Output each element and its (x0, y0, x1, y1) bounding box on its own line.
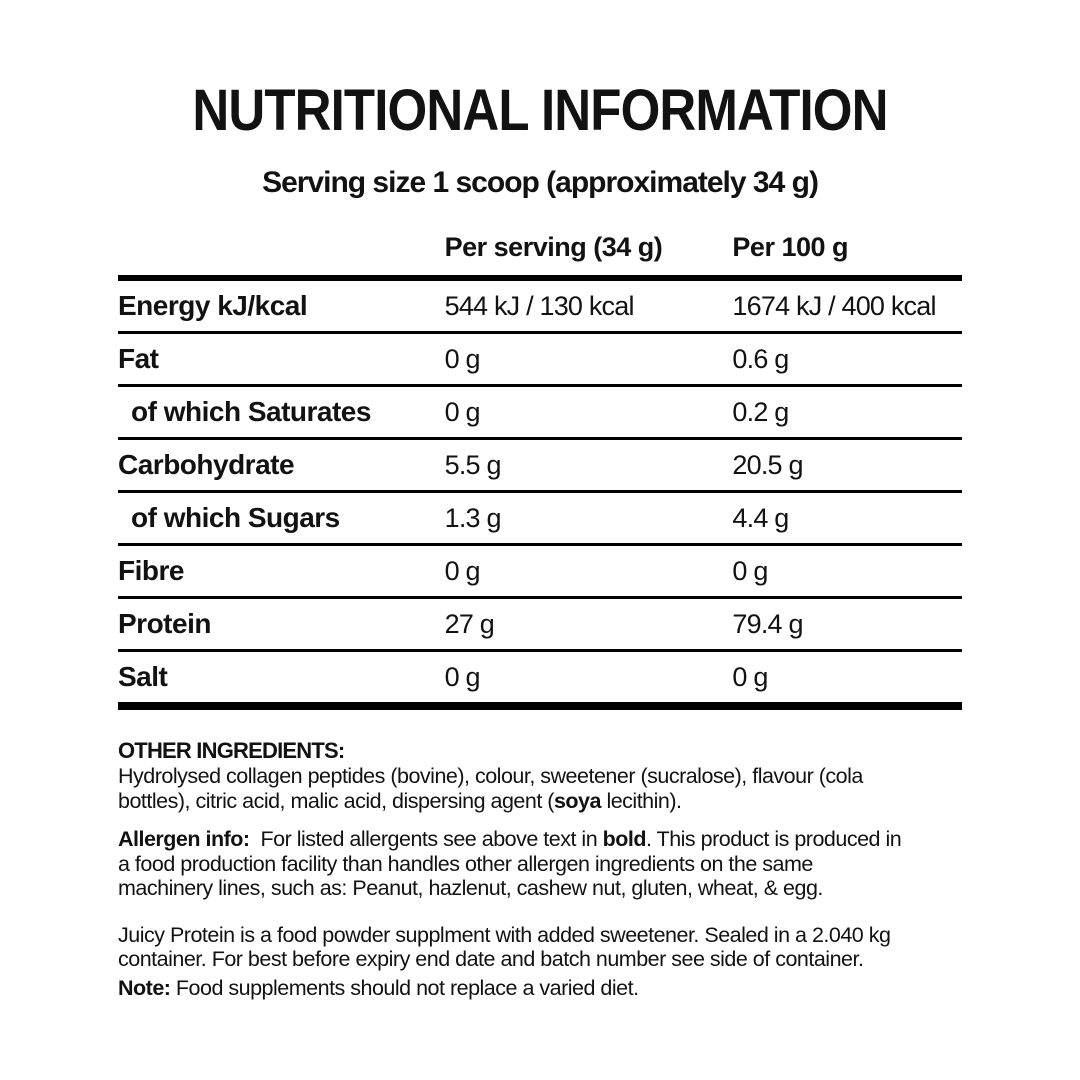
column-header-per-serving: Per serving (34 g) (444, 230, 733, 281)
nutrient-label: Fibre (118, 544, 445, 599)
nutrition-table: Per serving (34 g) Per 100 g Energy kJ/k… (118, 230, 962, 710)
nutrient-label: of which Saturates (118, 385, 445, 440)
page-title: NUTRITIONAL INFORMATION (118, 82, 962, 140)
nutrient-value-per-serving: 5.5 g (444, 438, 733, 493)
page-title-text: NUTRITIONAL INFORMATION (192, 78, 888, 143)
nutrient-value-per-serving: 0 g (444, 332, 733, 387)
nutrient-label: Protein (118, 597, 445, 652)
nutrition-table-body: Energy kJ/kcal 544 kJ / 130 kcal 1674 kJ /… (118, 278, 962, 710)
table-row: Carbohydrate 5.5 g 20.5 g (118, 438, 962, 493)
nutrient-value-per-serving: 0 g (444, 385, 733, 440)
nutrient-label: Fat (118, 332, 445, 387)
nutrient-value-per-100g: 79.4 g (732, 597, 962, 652)
nutrient-value-per-serving: 0 g (444, 544, 733, 599)
table-row: Protein 27 g 79.4 g (118, 597, 962, 652)
nutrient-value-per-100g: 4.4 g (732, 491, 962, 546)
other-ingredients-section: OTHER INGREDIENTS: Hydrolysed collagen p… (118, 738, 962, 813)
text-line: Allergen info: For listed allergents see… (118, 827, 902, 851)
table-row: of which Sugars 1.3 g 4.4 g (118, 491, 962, 546)
allergen-info-paragraph: Allergen info: For listed allergents see… (118, 827, 962, 901)
text-line: container. For best before expiry end da… (118, 947, 864, 971)
nutrient-value-per-100g: 0 g (732, 544, 962, 599)
nutrient-value-per-100g: 0.2 g (732, 385, 962, 440)
nutrient-value-per-100g: 1674 kJ / 400 kcal (732, 278, 962, 334)
nutrient-label: Carbohydrate (118, 438, 445, 493)
text-line: machinery lines, such as: Peanut, hazlen… (118, 876, 823, 900)
nutrient-label: Salt (118, 650, 445, 710)
serving-size-line: Serving size 1 scoop (approximately 34 g… (262, 166, 819, 199)
nutrient-value-per-100g: 0 g (732, 650, 962, 710)
nutrient-value-per-serving: 27 g (444, 597, 733, 652)
note-paragraph: Note: Food supplements should not replac… (118, 976, 962, 1001)
text-line: Hydrolysed collagen peptides (bovine), c… (118, 764, 863, 788)
other-ingredients-heading: OTHER INGREDIENTS: (118, 738, 345, 763)
nutrition-label: NUTRITIONAL INFORMATION Serving size 1 s… (118, 0, 962, 1000)
text-line: bottles), citric acid, malic acid, dispe… (118, 788, 682, 813)
product-description-paragraph: Juicy Protein is a food powder supplment… (118, 923, 962, 972)
nutrient-value-per-serving: 0 g (444, 650, 733, 710)
table-row: Energy kJ/kcal 544 kJ / 130 kcal 1674 kJ /… (118, 278, 962, 334)
column-header-nutrient (118, 230, 445, 281)
text-line: a food production facility than handles … (118, 851, 813, 876)
table-row: Fat 0 g 0.6 g (118, 332, 962, 387)
nutrient-value-per-serving: 544 kJ / 130 kcal (444, 278, 733, 334)
nutrient-value-per-100g: 20.5 g (732, 438, 962, 493)
text-line: Note: Food supplements should not replac… (118, 975, 639, 1000)
nutrition-table-header: Per serving (34 g) Per 100 g (118, 230, 962, 281)
header-row: Per serving (34 g) Per 100 g (118, 230, 962, 281)
nutrient-label: of which Sugars (118, 491, 445, 546)
nutrient-value-per-serving: 1.3 g (444, 491, 733, 546)
nutrient-label: Energy kJ/kcal (118, 278, 445, 334)
table-row: of which Saturates 0 g 0.2 g (118, 385, 962, 440)
text-line: Juicy Protein is a food powder supplment… (118, 922, 891, 947)
column-header-per-100g: Per 100 g (732, 230, 962, 281)
nutrient-value-per-100g: 0.6 g (732, 332, 962, 387)
other-ingredients-text: Hydrolysed collagen peptides (bovine), c… (118, 764, 962, 813)
